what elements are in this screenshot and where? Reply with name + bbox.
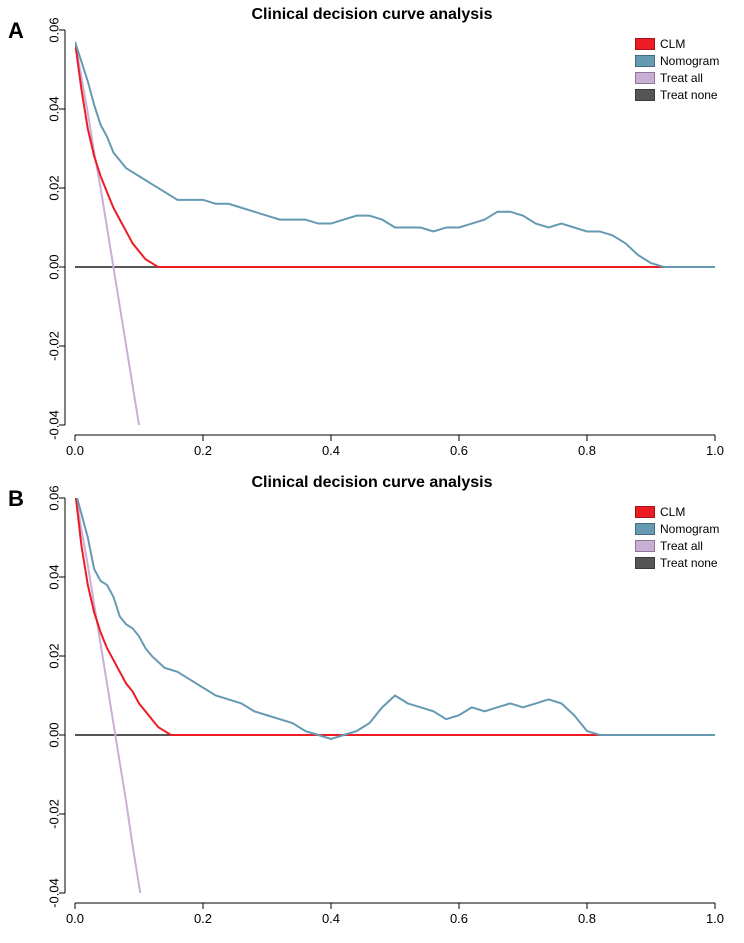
legend-item: CLM	[635, 504, 719, 520]
legend-label: Treat all	[660, 539, 703, 553]
legend-item: Nomogram	[635, 521, 719, 537]
legend-swatch	[635, 557, 655, 569]
x-tick-label: 0.4	[322, 911, 340, 926]
x-tick-label: 0.2	[194, 911, 212, 926]
x-tick-label: 0.6	[450, 911, 468, 926]
legend-label: Nomogram	[660, 522, 719, 536]
y-tick-label: -0.02	[46, 799, 61, 829]
x-tick-label: 0.0	[66, 911, 84, 926]
series-clm	[75, 42, 715, 267]
y-tick-label: -0.04	[46, 410, 61, 440]
y-tick-label: 0.04	[46, 96, 61, 121]
y-tick-label: 0.06	[46, 17, 61, 42]
y-tick-label: 0.02	[46, 643, 61, 668]
series-clm	[75, 490, 715, 735]
legend-item: Treat all	[635, 538, 719, 554]
legend-label: Treat none	[660, 88, 718, 102]
y-tick-label: 0.00	[46, 254, 61, 279]
y-tick-label: -0.04	[46, 878, 61, 908]
legend-swatch	[635, 55, 655, 67]
legend-a: CLM Nomogram Treat all Treat none	[635, 36, 719, 104]
legend-b: CLM Nomogram Treat all Treat none	[635, 504, 719, 572]
series-nomogram	[75, 42, 715, 267]
legend-label: Nomogram	[660, 54, 719, 68]
legend-swatch	[635, 38, 655, 50]
legend-item: Treat none	[635, 555, 719, 571]
series-treat_all	[75, 490, 152, 943]
legend-label: Treat all	[660, 71, 703, 85]
legend-item: CLM	[635, 36, 719, 52]
x-tick-label: 0.8	[578, 911, 596, 926]
series-nomogram	[75, 490, 715, 739]
legend-label: Treat none	[660, 556, 718, 570]
legend-item: Treat none	[635, 87, 719, 103]
legend-swatch	[635, 540, 655, 552]
legend-swatch	[635, 523, 655, 535]
y-tick-label: 0.00	[46, 722, 61, 747]
y-tick-label: -0.02	[46, 331, 61, 361]
y-tick-label: 0.06	[46, 485, 61, 510]
y-tick-label: 0.04	[46, 564, 61, 589]
legend-swatch	[635, 89, 655, 101]
y-tick-label: 0.02	[46, 175, 61, 200]
legend-swatch	[635, 506, 655, 518]
legend-label: CLM	[660, 505, 685, 519]
legend-item: Treat all	[635, 70, 719, 86]
series-treat_all	[75, 42, 152, 475]
figure-container: AClinical decision curve analysis0.00.20…	[0, 0, 744, 938]
legend-swatch	[635, 72, 655, 84]
legend-item: Nomogram	[635, 53, 719, 69]
legend-label: CLM	[660, 37, 685, 51]
x-tick-label: 1.0	[706, 911, 724, 926]
